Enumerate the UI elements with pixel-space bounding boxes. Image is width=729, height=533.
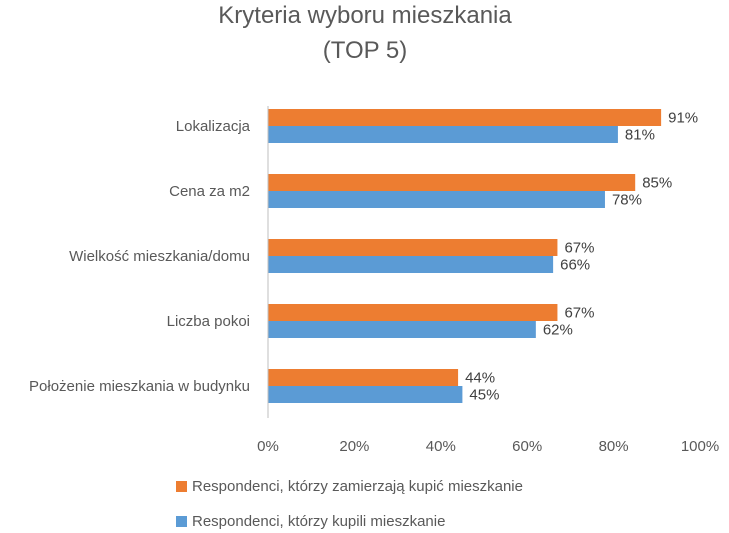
data-label-series-2: 78% bbox=[612, 192, 642, 209]
data-label-series-1: 85% bbox=[642, 175, 672, 192]
x-tick-label: 80% bbox=[599, 438, 629, 455]
data-label-series-1: 44% bbox=[465, 370, 495, 387]
plot-area: Lokalizacja 91% 81% Cena za m2 85%78% Wielkoś… bbox=[29, 109, 698, 404]
x-tick-label: 40% bbox=[426, 438, 456, 455]
legend: Respondenci, którzy zamierzają kupić mie… bbox=[176, 478, 523, 530]
bar-series-1 bbox=[268, 174, 636, 191]
bar-series-2 bbox=[268, 386, 463, 403]
data-label-series-2: 66% bbox=[560, 257, 590, 274]
data-label-series-2: 62% bbox=[543, 322, 573, 339]
category-label: Cena za m2 bbox=[169, 183, 250, 200]
legend-label-series-2: Respondenci, którzy kupili mieszkanie bbox=[192, 513, 445, 530]
bar-series-2 bbox=[268, 126, 618, 143]
data-label-series-1: 67% bbox=[564, 240, 594, 257]
x-tick-label: 20% bbox=[339, 438, 369, 455]
bar-series-1 bbox=[268, 304, 558, 321]
data-label-series-2: 45% bbox=[469, 387, 499, 404]
bar-series-1 bbox=[268, 109, 662, 126]
x-tick-label: 0% bbox=[257, 438, 279, 455]
category-label: Wielkość mieszkania/domu bbox=[69, 248, 250, 265]
bar-series-2 bbox=[268, 256, 554, 273]
legend-swatch-series-2 bbox=[176, 516, 187, 527]
data-label-series-1: 67% bbox=[564, 305, 594, 322]
data-label-series-1: 91% bbox=[668, 110, 698, 127]
x-axis: 0% 20% 40% 60% 80% 100% bbox=[257, 106, 719, 455]
x-tick-label: 60% bbox=[512, 438, 542, 455]
x-tick-label: 100% bbox=[681, 438, 719, 455]
chart-title-line-2: (TOP 5) bbox=[323, 37, 407, 64]
category-label: Położenie mieszkania w budynku bbox=[29, 378, 250, 395]
category-label: Liczba pokoi bbox=[167, 313, 250, 330]
bar-series-1 bbox=[268, 239, 558, 256]
data-label-series-2: 81% bbox=[625, 127, 655, 144]
legend-label-series-1: Respondenci, którzy zamierzają kupić mie… bbox=[192, 478, 523, 495]
bar-series-1 bbox=[268, 369, 459, 386]
chart-title-line-1: Kryteria wyboru mieszkania bbox=[218, 2, 512, 29]
bar-series-2 bbox=[268, 321, 536, 338]
category-label: Lokalizacja bbox=[176, 118, 251, 135]
legend-swatch-series-1 bbox=[176, 481, 187, 492]
bar-series-2 bbox=[268, 191, 605, 208]
